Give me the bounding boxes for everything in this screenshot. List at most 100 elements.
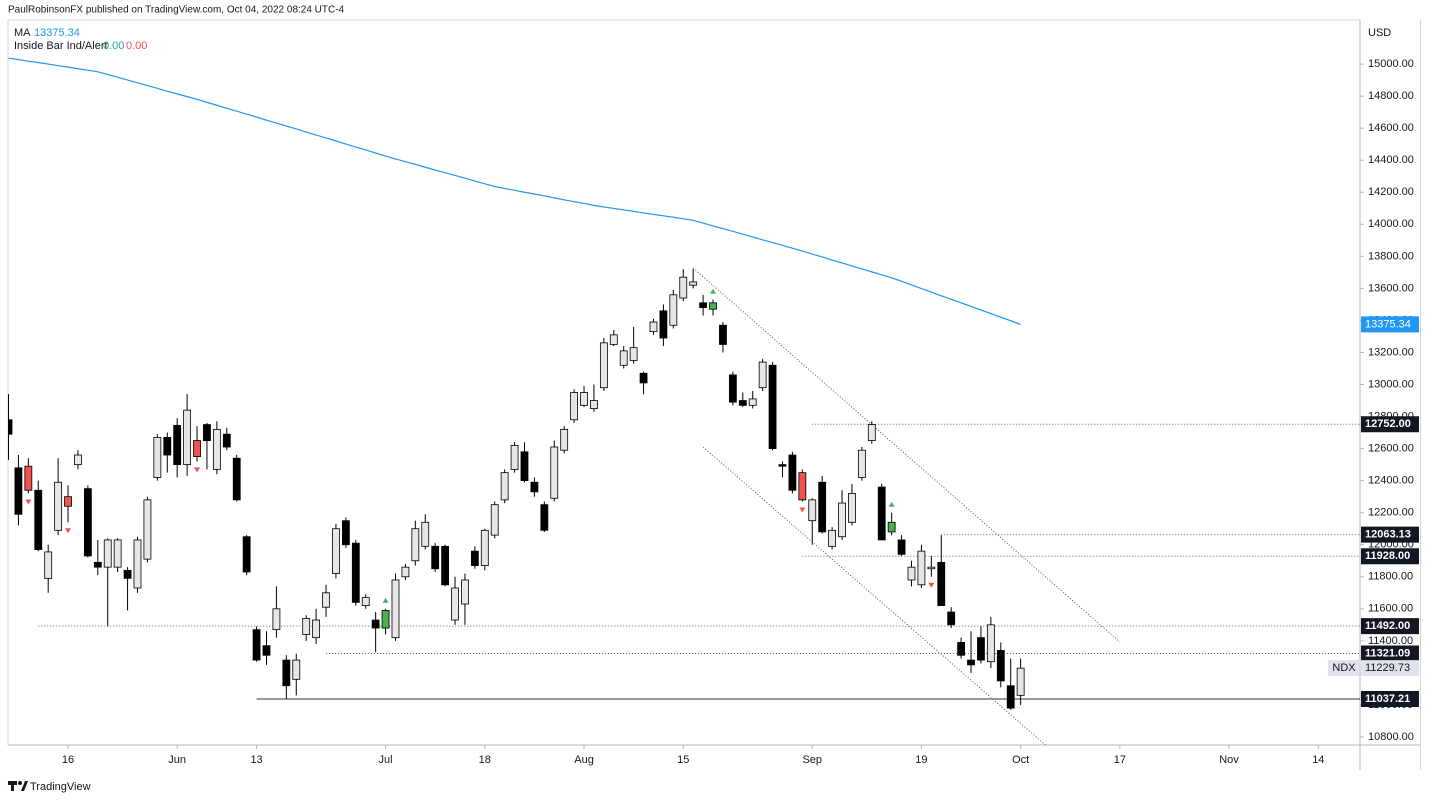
tv-logo [8, 781, 28, 791]
level-label: 12063.13 [1365, 529, 1411, 541]
candle-body [133, 539, 142, 589]
y-tick-label: 13600.00 [1368, 282, 1414, 294]
candle-body [937, 561, 946, 607]
candle-body [153, 436, 162, 478]
candle-body [768, 364, 777, 450]
candle-body [689, 281, 698, 286]
candle-body [322, 592, 330, 608]
alert-down [928, 582, 935, 588]
candle-body [838, 502, 846, 538]
x-tick-label: Jul [379, 754, 393, 766]
candle-body [778, 464, 787, 467]
x-tick-label: Oct [1012, 754, 1029, 766]
candle-body [341, 520, 350, 546]
candle-body [411, 528, 420, 562]
candle-body [451, 587, 459, 621]
axis-edge [1420, 20, 1421, 770]
candle-body [44, 551, 53, 579]
ma-label-box [1361, 316, 1419, 333]
y-tick-label: 12600.00 [1368, 443, 1414, 455]
candle-body [788, 454, 797, 491]
alert-down [194, 467, 201, 473]
candle-body [639, 372, 648, 384]
candle-body [540, 504, 549, 531]
candle-body [242, 536, 251, 573]
level-label: 11321.09 [1365, 647, 1410, 659]
ma-value: 13375.34 [34, 27, 80, 39]
candle-body [183, 409, 192, 466]
brand: TradingView [30, 781, 91, 793]
candle-body [401, 566, 410, 578]
candle-body [272, 608, 281, 631]
candle-body [798, 472, 807, 501]
candle-body [709, 302, 717, 310]
alert-down [799, 507, 806, 513]
candle-body [332, 528, 340, 574]
candle-body [431, 545, 440, 570]
level-label-box [1361, 416, 1419, 433]
candle-body [123, 569, 132, 579]
y-tick-label: 13200.00 [1368, 346, 1414, 358]
y-tick-label: 13000.00 [1368, 378, 1414, 390]
candle-body [351, 542, 360, 603]
candle-body [282, 659, 291, 687]
candle-body [848, 493, 856, 523]
symbol-label: NDX [1332, 662, 1356, 674]
level-label-box [1361, 526, 1419, 543]
currency: USD [1368, 27, 1391, 39]
candle-body [500, 472, 509, 501]
candle-body [302, 618, 311, 635]
candle-body [967, 659, 975, 666]
level-label: 12752.00 [1365, 418, 1411, 430]
candle-body [361, 597, 370, 607]
candle-body [877, 486, 886, 541]
candle-body [728, 374, 737, 403]
level-label: 11037.21 [1365, 693, 1410, 705]
candle-body [480, 529, 489, 566]
close-label: 11229.73 [1365, 662, 1410, 674]
candle-body [510, 444, 519, 470]
y-tick-label: 12200.00 [1368, 507, 1414, 519]
x-tick-label: 18 [479, 754, 491, 766]
alert-down [65, 528, 72, 534]
y-tick-label: 11600.00 [1368, 603, 1413, 615]
candle-body [93, 561, 102, 568]
candle-body [599, 342, 608, 389]
candle-body [143, 499, 152, 560]
candle-body [560, 428, 569, 451]
plot [8, 57, 1360, 745]
x-tick-label: 15 [677, 754, 689, 766]
level-label-box [1361, 645, 1419, 662]
candle-body [530, 481, 539, 493]
y-tick-label: 11400.00 [1368, 635, 1413, 647]
x-tick-label: 17 [1114, 754, 1126, 766]
candle-body [1016, 667, 1025, 696]
y-tick-label: 14600.00 [1368, 122, 1414, 134]
candle-body [461, 579, 469, 605]
candle-body [520, 451, 529, 482]
candle-body [203, 424, 211, 441]
x-tick-label: 14 [1312, 754, 1324, 766]
y-tick-label: 14000.00 [1368, 218, 1414, 230]
trend-line [702, 446, 1046, 745]
candle-body [421, 521, 430, 547]
candle-body [907, 566, 916, 581]
candle-body [917, 550, 926, 586]
y-tick-label: 12400.00 [1368, 475, 1414, 487]
ma-line [8, 57, 1021, 325]
candle-body [222, 433, 231, 448]
candle-body [679, 276, 688, 299]
candle-body [986, 624, 995, 663]
candle-body [74, 454, 82, 466]
y-tick-label: 15000.00 [1368, 58, 1414, 70]
candle-body [649, 321, 658, 333]
inside-bar-down: 0.00 [126, 40, 147, 52]
candle-body [818, 481, 827, 533]
candle-body [252, 629, 261, 661]
candle-body [590, 400, 598, 409]
candle-body [232, 457, 241, 501]
level-label: 11492.00 [1365, 620, 1410, 632]
level-label-box [1361, 548, 1419, 565]
